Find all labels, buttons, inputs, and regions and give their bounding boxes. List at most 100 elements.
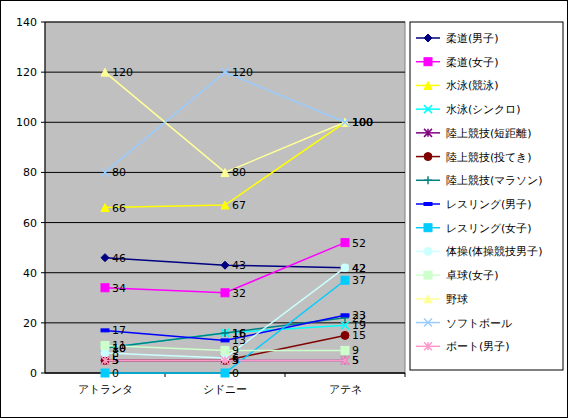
- y-axis: [45, 22, 46, 373]
- labels: 4643423432526667100101619555551510162217…: [112, 66, 373, 380]
- point: [341, 118, 349, 126]
- data-label: 66: [112, 202, 126, 215]
- point: [101, 284, 109, 292]
- data-label: 100: [352, 116, 373, 129]
- series-line: [105, 268, 345, 358]
- point: [221, 339, 229, 342]
- legend-marker: [424, 319, 432, 327]
- point: [341, 346, 349, 354]
- tick: [41, 122, 45, 123]
- legend-marker: [424, 295, 432, 303]
- data-label: 34: [112, 282, 126, 295]
- x-tick: [405, 373, 406, 377]
- legend-label: 卓球(女子): [446, 269, 499, 282]
- x-tick-label: アテネ: [329, 383, 362, 396]
- legend-label: 柔道(女子): [446, 56, 499, 69]
- legend-marker: [424, 203, 432, 206]
- data-label: 17: [112, 324, 126, 337]
- y-tick-label: 20: [23, 317, 37, 330]
- legend-marker: [424, 129, 432, 137]
- legend-marker: [424, 34, 432, 42]
- legend-label: 陸上競技(短距離): [446, 127, 532, 140]
- legend-marker: [424, 58, 432, 66]
- series-line: [105, 315, 345, 340]
- data-label: 5: [112, 354, 119, 367]
- legend-marker: [424, 224, 432, 232]
- series-line: [105, 72, 345, 172]
- data-label: 46: [112, 252, 126, 265]
- legend-label: レスリング(男子): [446, 198, 532, 211]
- x-tick-label: シドニー: [203, 383, 247, 396]
- data-label: 11: [112, 339, 126, 352]
- point: [101, 204, 109, 212]
- data-label: 42: [352, 262, 366, 275]
- legend-marker: [424, 153, 432, 161]
- data-label: 43: [232, 259, 246, 272]
- grid-line: [45, 272, 405, 273]
- data-label: 5: [232, 354, 239, 367]
- data-label: 52: [352, 237, 366, 250]
- data-label: 5: [352, 354, 359, 367]
- y-tick-label: 80: [23, 166, 37, 179]
- point: [221, 168, 229, 176]
- point: [341, 321, 349, 329]
- point: [221, 289, 229, 297]
- tick: [41, 22, 45, 23]
- point: [341, 331, 349, 339]
- data-label: 5: [352, 354, 359, 367]
- point: [341, 356, 349, 364]
- data-label: 120: [112, 66, 133, 79]
- series-group: [101, 68, 349, 377]
- y-tick-label: 120: [16, 66, 37, 79]
- point: [341, 314, 349, 317]
- point: [341, 276, 349, 284]
- legend-label: 体操(体操競技男子): [446, 245, 543, 258]
- x-tick-label: アトランタ: [78, 383, 133, 396]
- point: [221, 369, 229, 377]
- tick: [41, 72, 45, 73]
- series-line: [105, 122, 345, 207]
- data-label: 5: [232, 354, 239, 367]
- point: [101, 369, 109, 377]
- tick: [41, 322, 45, 323]
- point: [221, 356, 229, 364]
- point: [221, 329, 229, 337]
- x-tick: [285, 373, 286, 377]
- series-line: [105, 243, 345, 293]
- grid-line: [45, 322, 405, 323]
- legend-line: [416, 203, 440, 205]
- data-label: 120: [232, 66, 253, 79]
- point: [101, 356, 109, 364]
- data-label: 37: [352, 274, 366, 287]
- data-label: 100: [352, 116, 373, 129]
- legend-label: 柔道(男子): [446, 32, 499, 45]
- point: [341, 264, 349, 272]
- data-label: 0: [112, 367, 119, 380]
- tick: [41, 222, 45, 223]
- point: [341, 239, 349, 247]
- point: [221, 201, 229, 209]
- y-tick-label: 40: [23, 267, 37, 280]
- chart: 020406080100120140アトランタシドニーアテネ4643423432…: [0, 0, 568, 418]
- point: [341, 314, 349, 322]
- data-label: 80: [232, 166, 246, 179]
- tick: [41, 373, 45, 374]
- point: [221, 346, 229, 354]
- legend-label: 水泳(シンクロ): [446, 103, 521, 116]
- grid-line: [45, 22, 405, 23]
- data-label: 5: [112, 354, 119, 367]
- data-label: 5: [112, 354, 119, 367]
- data-label: 23: [352, 309, 366, 322]
- legend-marker: [424, 271, 432, 279]
- legend-label: 陸上競技(マラソン): [446, 174, 543, 187]
- data-label: 80: [112, 166, 126, 179]
- data-label: 15: [352, 329, 366, 342]
- tick: [41, 272, 45, 273]
- legend-marker: [424, 176, 432, 184]
- series-line: [105, 325, 345, 348]
- chart-border: [1, 1, 568, 418]
- plot-area: [45, 22, 405, 373]
- legend-label: レスリング(女子): [446, 222, 532, 235]
- point: [101, 341, 109, 349]
- y-tick-label: 100: [16, 116, 37, 129]
